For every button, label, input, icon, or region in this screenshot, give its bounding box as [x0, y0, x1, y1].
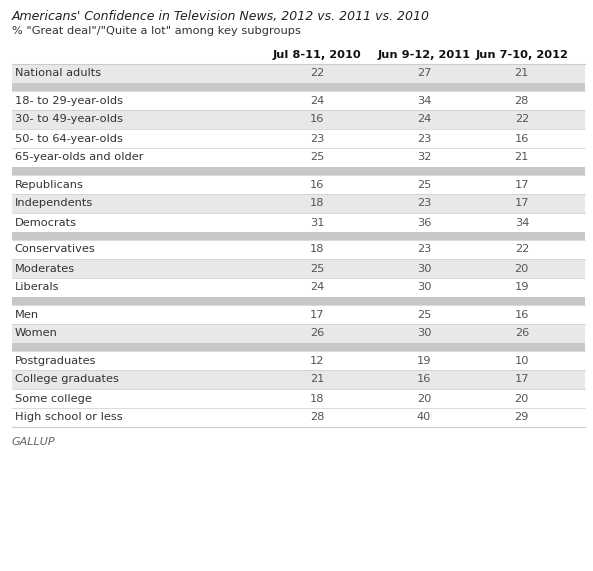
Text: 34: 34 — [417, 95, 431, 106]
Text: 20: 20 — [515, 393, 529, 404]
Bar — [12, 91, 585, 110]
Text: 22: 22 — [310, 69, 324, 78]
Text: 24: 24 — [310, 95, 324, 106]
Text: Women: Women — [15, 328, 58, 339]
Text: 65-year-olds and older: 65-year-olds and older — [15, 152, 144, 163]
Bar — [12, 297, 585, 305]
Text: 26: 26 — [310, 328, 324, 339]
Text: 21: 21 — [515, 69, 529, 78]
Text: 16: 16 — [310, 115, 324, 124]
Text: 25: 25 — [417, 179, 431, 190]
Bar — [12, 324, 585, 343]
Bar — [12, 408, 585, 427]
Text: 23: 23 — [417, 244, 431, 255]
Text: 31: 31 — [310, 218, 324, 227]
Bar — [12, 305, 585, 324]
Text: 28: 28 — [515, 95, 529, 106]
Text: Postgraduates: Postgraduates — [15, 356, 96, 365]
Text: Men: Men — [15, 309, 39, 320]
Text: 21: 21 — [515, 152, 529, 163]
Bar — [12, 240, 585, 259]
Text: 25: 25 — [417, 309, 431, 320]
Text: 24: 24 — [310, 283, 324, 292]
Text: Americans' Confidence in Television News, 2012 vs. 2011 vs. 2010: Americans' Confidence in Television News… — [12, 10, 430, 23]
Text: Conservatives: Conservatives — [15, 244, 95, 255]
Bar — [12, 232, 585, 240]
Bar — [12, 167, 585, 175]
Text: % "Great deal"/"Quite a lot" among key subgroups: % "Great deal"/"Quite a lot" among key s… — [12, 26, 301, 36]
Text: 23: 23 — [417, 199, 431, 208]
Text: 34: 34 — [515, 218, 529, 227]
Text: 30- to 49-year-olds: 30- to 49-year-olds — [15, 115, 123, 124]
Text: 22: 22 — [515, 244, 529, 255]
Text: 22: 22 — [515, 115, 529, 124]
Text: 18- to 29-year-olds: 18- to 29-year-olds — [15, 95, 123, 106]
Text: Jun 7-10, 2012: Jun 7-10, 2012 — [476, 50, 568, 60]
Text: Some college: Some college — [15, 393, 92, 404]
Text: 17: 17 — [310, 309, 324, 320]
Text: 19: 19 — [417, 356, 431, 365]
Text: 16: 16 — [417, 375, 431, 384]
Bar — [12, 389, 585, 408]
Bar — [12, 64, 585, 83]
Text: 25: 25 — [310, 263, 324, 274]
Text: 12: 12 — [310, 356, 324, 365]
Text: 19: 19 — [515, 283, 529, 292]
Text: 25: 25 — [310, 152, 324, 163]
Text: College graduates: College graduates — [15, 375, 119, 384]
Bar — [12, 148, 585, 167]
Bar — [12, 343, 585, 351]
Text: 16: 16 — [310, 179, 324, 190]
Text: 16: 16 — [515, 134, 529, 143]
Text: 21: 21 — [310, 375, 324, 384]
Bar — [12, 110, 585, 129]
Bar — [12, 194, 585, 213]
Text: 20: 20 — [417, 393, 431, 404]
Text: 36: 36 — [417, 218, 431, 227]
Bar — [12, 259, 585, 278]
Text: Jul 8-11, 2010: Jul 8-11, 2010 — [273, 50, 362, 60]
Text: 18: 18 — [310, 244, 324, 255]
Text: Republicans: Republicans — [15, 179, 84, 190]
Text: 28: 28 — [310, 412, 324, 423]
Text: 24: 24 — [417, 115, 431, 124]
Bar — [12, 278, 585, 297]
Text: 30: 30 — [417, 263, 431, 274]
Bar — [12, 175, 585, 194]
Bar — [12, 213, 585, 232]
Text: 40: 40 — [417, 412, 431, 423]
Text: 30: 30 — [417, 328, 431, 339]
Text: 18: 18 — [310, 199, 324, 208]
Text: 20: 20 — [515, 263, 529, 274]
Text: Liberals: Liberals — [15, 283, 59, 292]
Text: GALLUP: GALLUP — [12, 437, 56, 447]
Text: 18: 18 — [310, 393, 324, 404]
Bar — [12, 129, 585, 148]
Text: 32: 32 — [417, 152, 431, 163]
Text: Jun 9-12, 2011: Jun 9-12, 2011 — [378, 50, 470, 60]
Text: 30: 30 — [417, 283, 431, 292]
Text: 17: 17 — [515, 375, 529, 384]
Text: 23: 23 — [417, 134, 431, 143]
Text: 16: 16 — [515, 309, 529, 320]
Text: 17: 17 — [515, 179, 529, 190]
Text: National adults: National adults — [15, 69, 101, 78]
Text: 29: 29 — [515, 412, 529, 423]
Bar — [12, 351, 585, 370]
Text: High school or less: High school or less — [15, 412, 122, 423]
Text: Democrats: Democrats — [15, 218, 77, 227]
Text: 50- to 64-year-olds: 50- to 64-year-olds — [15, 134, 123, 143]
Bar — [12, 370, 585, 389]
Text: 17: 17 — [515, 199, 529, 208]
Bar — [12, 83, 585, 91]
Text: 10: 10 — [515, 356, 529, 365]
Text: Independents: Independents — [15, 199, 93, 208]
Text: 23: 23 — [310, 134, 324, 143]
Text: Moderates: Moderates — [15, 263, 75, 274]
Text: 26: 26 — [515, 328, 529, 339]
Text: 27: 27 — [417, 69, 431, 78]
